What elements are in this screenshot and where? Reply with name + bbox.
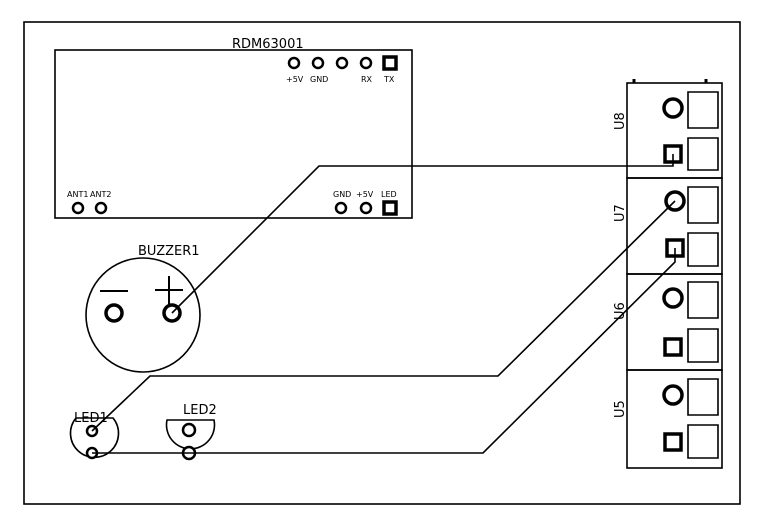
pin-top-gnd — [311, 56, 325, 70]
buzzer-outline — [85, 257, 201, 373]
pin-top-5v — [287, 56, 301, 70]
connector-u6-slot-bottom — [687, 328, 719, 363]
connector-u6: U6 — [613, 273, 723, 371]
led2: LED2 — [165, 403, 217, 461]
pin-label-gnd: GND — [310, 75, 328, 84]
connector-u6-slot-top — [687, 281, 719, 319]
buzzer-name: BUZZER1 — [138, 244, 200, 259]
module-name: RDM63001 — [232, 37, 304, 52]
pin-label-tx: TX — [383, 75, 395, 84]
connector-u5-pad-round — [662, 384, 684, 406]
connector-u7-slot-top — [687, 186, 719, 224]
connector-u5-slot-bottom — [687, 424, 719, 459]
connector-u6-pad-round — [662, 287, 684, 309]
connector-u8-pad-round — [662, 97, 684, 119]
connector-u6-name: U6 — [613, 302, 628, 320]
board-outline — [23, 21, 741, 505]
pin-label-ant1: ANT1 — [67, 190, 88, 199]
led2-name: LED2 — [183, 403, 217, 418]
pin-top-rx — [359, 56, 373, 70]
pin-label-5v: +5V — [286, 75, 304, 84]
led2-pad-1 — [181, 422, 197, 438]
connector-u8: U8 — [613, 79, 723, 179]
connector-u5-outline — [626, 369, 723, 469]
connector-u5: U5 — [613, 369, 723, 469]
buzzer-pad-minus — [104, 303, 124, 323]
pin-ant2 — [94, 201, 108, 215]
pin-bottom-led — [382, 200, 398, 216]
connector-u7: U7 — [613, 177, 723, 275]
connector-u6-pad-square — [663, 337, 683, 357]
pin-label-bottom-led: LED — [381, 190, 397, 199]
pin-label-bottom-5v: +5V — [356, 190, 374, 199]
module-outline — [54, 49, 413, 219]
pin-label-bottom-gnd: GND — [333, 190, 351, 199]
pin-label-rx: RX — [361, 75, 373, 84]
buzzer: BUZZER1 — [85, 244, 201, 373]
trace-leds-to-u7-square — [92, 248, 676, 454]
pin-top-nc — [335, 56, 349, 70]
pin-bottom-gnd — [334, 201, 348, 215]
connector-u8-slot-top — [687, 91, 719, 129]
connector-u5-slot-top — [687, 378, 719, 416]
led1: LED1 — [69, 411, 120, 460]
connector-u5-pad-square — [663, 432, 683, 452]
pin-label-ant2: ANT2 — [90, 190, 111, 199]
pin-top-tx — [382, 55, 398, 71]
traces — [91, 154, 676, 454]
connector-u7-name: U7 — [613, 204, 628, 222]
connector-u7-slot-bottom — [687, 232, 719, 267]
trace-led1-to-u7 — [91, 200, 676, 432]
connector-u8-name: U8 — [613, 112, 628, 130]
trace-buzzer-to-u8 — [171, 154, 674, 314]
pin-ant1 — [71, 201, 85, 215]
pin-bottom-5v — [359, 201, 373, 215]
connector-u5-name: U5 — [613, 400, 628, 418]
connector-u8-slot-bottom — [687, 137, 719, 171]
rdm-module: RDM63001 +5V GND RX TX ANT1 ANT2 GND +5V… — [54, 37, 413, 219]
